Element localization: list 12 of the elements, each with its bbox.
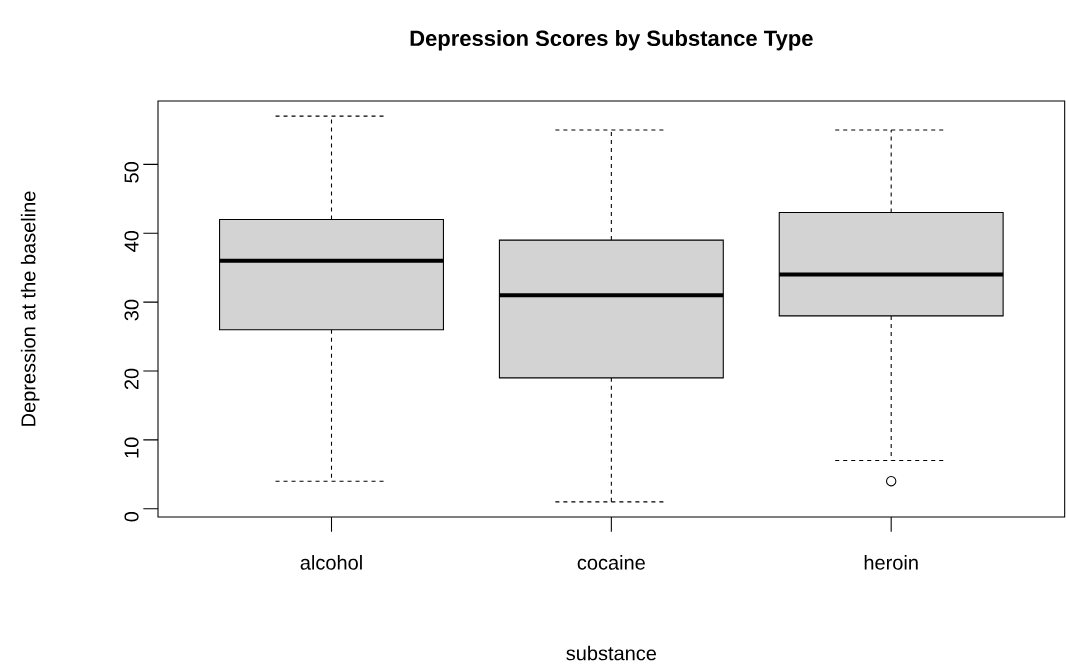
y-axis-title: Depression at the baseline [20,191,40,426]
y-tick-label: 10 [124,437,139,458]
x-axis-title: substance [566,645,657,661]
y-tick-label: 30 [124,299,139,321]
y-tick-label: 0 [124,511,139,522]
chart-title: Depression Scores by Substance Type [410,29,813,51]
y-tick-label: 40 [124,230,139,252]
x-tick-label: heroin [864,555,918,570]
x-tick-label: alcohol [300,555,362,570]
x-tick-label: cocaine [577,555,645,570]
y-tick-label: 20 [124,368,139,390]
y-tick-label: 50 [124,162,139,183]
